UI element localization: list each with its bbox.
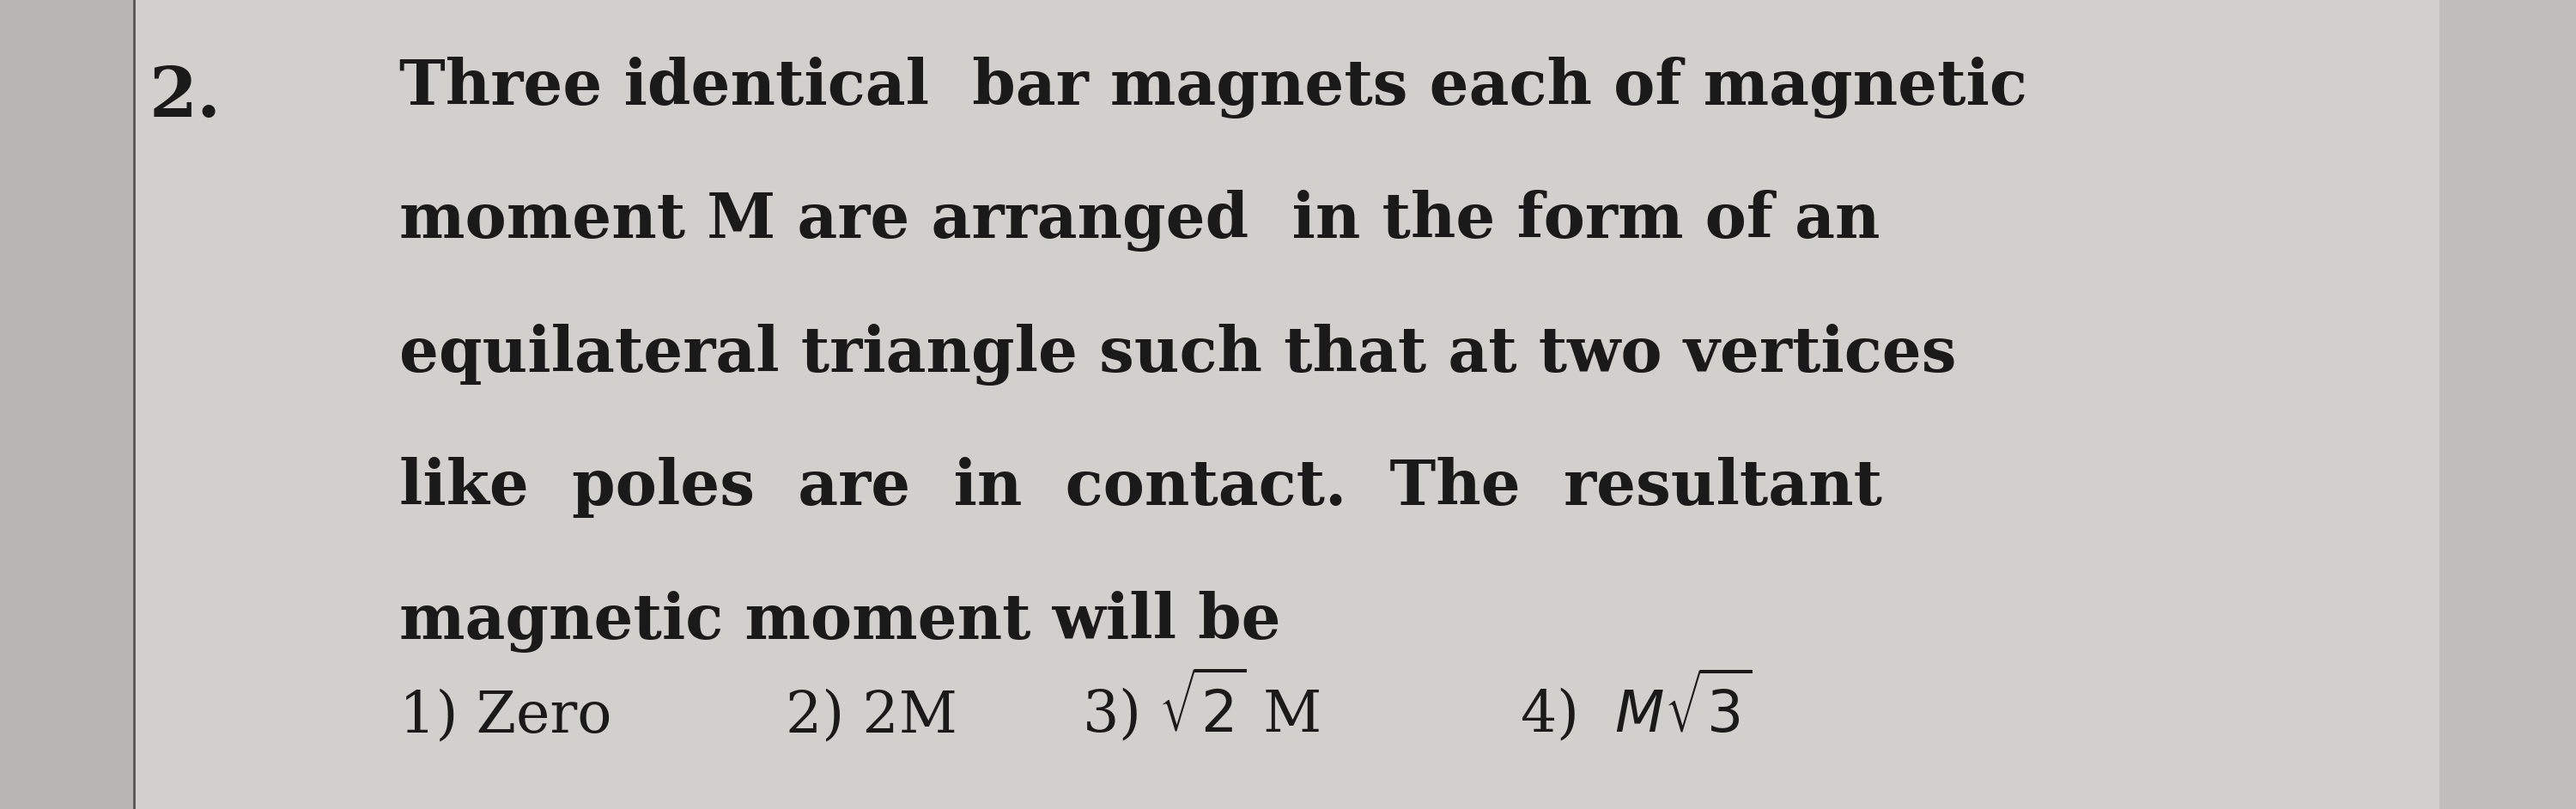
Text: 2) 2M: 2) 2M (786, 688, 958, 744)
Bar (0, 0, 134, 809)
Text: 1) Zero: 1) Zero (399, 688, 613, 744)
Bar (134, 0, 2439, 809)
Text: 4)  $M\sqrt{3}$: 4) $M\sqrt{3}$ (1520, 667, 1752, 744)
Text: like  poles  are  in  contact.  The  resultant: like poles are in contact. The resultant (399, 457, 1883, 518)
Text: Three identical  bar magnets each of magnetic: Three identical bar magnets each of magn… (399, 57, 2027, 118)
Text: 3) $\sqrt{2}$ M: 3) $\sqrt{2}$ M (1082, 666, 1319, 744)
Text: 2.: 2. (149, 65, 222, 132)
Text: equilateral triangle such that at two vertices: equilateral triangle such that at two ve… (399, 324, 1958, 385)
Bar (2439, 0, 2576, 809)
Text: moment M are arranged  in the form of an: moment M are arranged in the form of an (399, 190, 1880, 252)
Text: magnetic moment will be: magnetic moment will be (399, 591, 1280, 652)
